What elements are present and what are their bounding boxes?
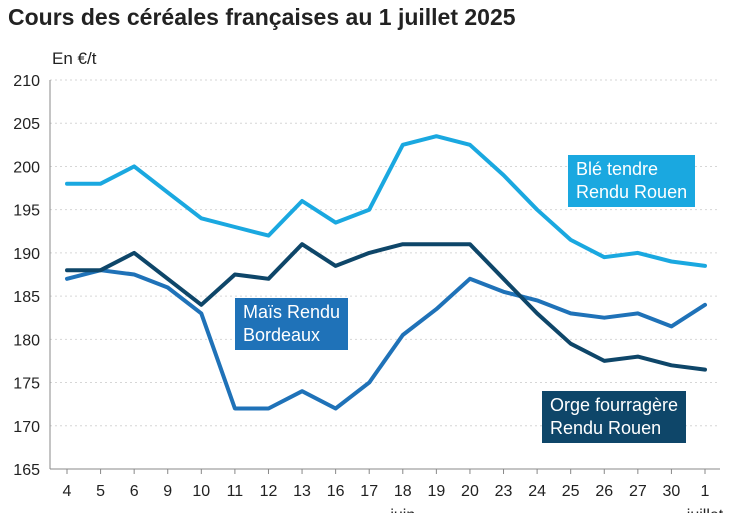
x-tick-label: 4 bbox=[63, 483, 72, 500]
x-tick-label: 20 bbox=[461, 483, 479, 500]
legend-line: Bordeaux bbox=[243, 325, 321, 345]
x-tick-label: 9 bbox=[163, 483, 172, 500]
x-tick-label: 27 bbox=[629, 483, 647, 500]
x-tick-label: 17 bbox=[360, 483, 378, 500]
legend-line: Rendu Rouen bbox=[576, 182, 688, 202]
x-tick-label: 23 bbox=[495, 483, 513, 500]
legend-line: Blé tendre bbox=[576, 159, 659, 179]
x-tick-label: 1 bbox=[701, 483, 710, 500]
y-tick-label: 165 bbox=[13, 462, 40, 479]
x-month-label: juillet bbox=[686, 507, 724, 513]
x-month-label: juin bbox=[389, 507, 415, 513]
series-line-0 bbox=[65, 134, 707, 268]
x-tick-label: 18 bbox=[394, 483, 412, 500]
legend-label-orge: Orge fourragère Rendu Rouen bbox=[542, 391, 687, 443]
legend-line: Rendu Rouen bbox=[550, 418, 662, 438]
legend-line: Orge fourragère bbox=[550, 395, 679, 415]
legend-label-ble-tendre: Blé tendre Rendu Rouen bbox=[568, 155, 696, 207]
y-tick-label: 205 bbox=[13, 116, 40, 133]
series-line-1 bbox=[65, 268, 707, 411]
series-line-2 bbox=[65, 242, 707, 372]
x-tick-label: 10 bbox=[192, 483, 210, 500]
x-tick-label: 19 bbox=[427, 483, 445, 500]
legend-line: Maïs Rendu bbox=[243, 302, 341, 322]
x-tick-label: 30 bbox=[663, 483, 681, 500]
x-tick-label: 24 bbox=[528, 483, 546, 500]
x-tick-label: 6 bbox=[130, 483, 139, 500]
legend-label-mais: Maïs Rendu Bordeaux bbox=[235, 298, 349, 350]
x-tick-label: 12 bbox=[260, 483, 278, 500]
x-tick-label: 26 bbox=[595, 483, 613, 500]
x-axis-ticks: 4 5 6 9 10 11 12 13 16 17 18 19 20 23 24 25 26 27 30 1 juin j… bbox=[63, 469, 724, 513]
x-tick-label: 11 bbox=[227, 483, 244, 500]
y-tick-label: 175 bbox=[13, 376, 40, 393]
y-tick-label: 210 bbox=[13, 73, 40, 90]
x-tick-label: 25 bbox=[562, 483, 580, 500]
x-tick-label: 13 bbox=[293, 483, 311, 500]
y-tick-label: 185 bbox=[13, 289, 40, 306]
y-tick-label: 200 bbox=[13, 159, 40, 176]
y-tick-label: 170 bbox=[13, 419, 40, 436]
x-tick-label: 5 bbox=[96, 483, 105, 500]
y-tick-label: 180 bbox=[13, 332, 40, 349]
chart-title: Cours des céréales françaises au 1 juill… bbox=[8, 4, 516, 30]
series-lines bbox=[65, 134, 707, 411]
y-axis-unit-label: En €/t bbox=[52, 49, 97, 68]
y-tick-label: 190 bbox=[13, 246, 40, 263]
y-axis-ticks: 165 170 175 180 185 190 195 200 205 210 bbox=[13, 73, 40, 479]
gridlines bbox=[49, 79, 720, 470]
x-tick-label: 16 bbox=[327, 483, 345, 500]
y-tick-label: 195 bbox=[13, 203, 40, 220]
